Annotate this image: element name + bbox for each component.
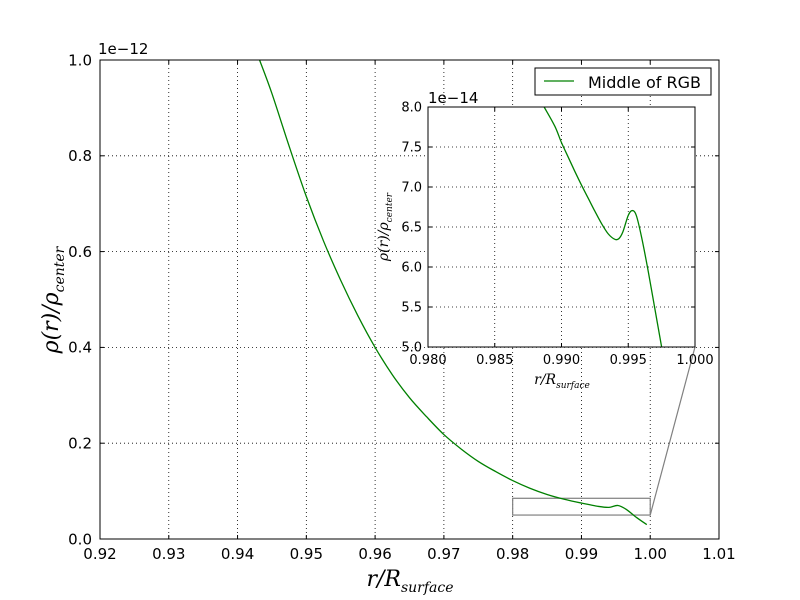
main-x-tick-label: 0.92 [83, 545, 116, 563]
inset-series-layer [543, 107, 663, 347]
inset-series-line [543, 107, 663, 347]
main-x-label-sub: surface [401, 580, 454, 596]
main-y-tick-label: 0.4 [68, 339, 92, 357]
inset-x-tick-label: 0.990 [543, 353, 580, 368]
inset-x-label-base: r/R [534, 372, 556, 388]
main-x-label-base: r/R [366, 567, 401, 592]
main-y-tick-label: 1.0 [68, 51, 92, 69]
inset-y-ticks: 5.0 5.5 6.0 6.5 7.0 7.5 8.0 [401, 101, 695, 356]
legend: Middle of RGB [534, 67, 712, 96]
main-y-label-base: ρ(r)/ρ [39, 292, 64, 354]
inset-x-axis-label: r/Rsurface [534, 372, 590, 391]
inset-y-tick-label: 5.0 [401, 341, 422, 356]
main-offset-text: 1e−12 [98, 40, 148, 58]
main-y-tick-label: 0.2 [68, 434, 92, 452]
main-y-ticks: 0.0 0.2 0.4 0.6 0.8 1.0 [68, 51, 719, 548]
main-x-ticks: 0.92 0.93 0.94 0.95 0.96 0.97 0.98 0.99 1.00 1.01 [83, 60, 736, 563]
main-y-axis-label: ρ(r)/ρcenter [39, 245, 68, 354]
main-x-tick-label: 0.95 [290, 545, 323, 563]
main-x-tick-label: 0.94 [221, 545, 254, 563]
inset-y-tick-label: 7.5 [401, 141, 422, 156]
inset-y-tick-label: 8.0 [401, 101, 422, 116]
legend-label: Middle of RGB [588, 73, 701, 92]
inset-x-ticks: 0.980 0.985 0.990 0.995 1.000 [409, 107, 714, 368]
main-x-axis-label: r/Rsurface [366, 567, 453, 596]
main-x-tick-label: 0.97 [427, 545, 460, 563]
main-x-tick-label: 0.93 [152, 545, 185, 563]
inset-y-tick-label: 5.5 [401, 301, 422, 316]
main-zoom-indicator [512, 346, 696, 516]
inset-x-tick-label: 1.000 [676, 353, 713, 368]
inset-x-tick-label: 0.985 [476, 353, 513, 368]
main-series-line [258, 60, 648, 526]
inset-grid [428, 107, 695, 347]
inset-x-label-sub: surface [556, 381, 590, 391]
main-x-tick-label: 1.00 [634, 545, 667, 563]
inset-y-tick-label: 6.5 [401, 221, 422, 236]
zoom-box [512, 497, 651, 516]
inset-y-label-base: ρ(r)/ρ [376, 222, 392, 263]
main-x-tick-label: 1.01 [702, 545, 735, 563]
main-series-layer [258, 60, 648, 526]
main-x-tick-label: 0.99 [565, 545, 598, 563]
inset-x-tick-label: 0.980 [409, 353, 446, 368]
inset-x-tick-label: 0.995 [610, 353, 647, 368]
inset-y-tick-label: 7.0 [401, 181, 422, 196]
main-x-tick-label: 0.98 [496, 545, 529, 563]
main-x-tick-label: 0.96 [358, 545, 391, 563]
main-axes-frame [99, 59, 720, 540]
inset-y-tick-label: 6.0 [401, 261, 422, 276]
inset-y-label-sub: center [385, 192, 395, 222]
main-y-label-sub: center [52, 245, 68, 292]
zoom-connector-line [649, 346, 696, 516]
main-y-tick-label: 0.0 [68, 530, 92, 548]
main-y-tick-label: 0.6 [68, 243, 92, 261]
main-y-tick-label: 0.8 [68, 147, 92, 165]
inset-axes: 0.980 0.985 0.990 0.995 1.000 5.0 5.5 6.0 6.5 7.… [376, 89, 714, 391]
inset-offset-text: 1e−14 [428, 89, 478, 107]
inset-y-axis-label: ρ(r)/ρcenter [376, 192, 395, 262]
